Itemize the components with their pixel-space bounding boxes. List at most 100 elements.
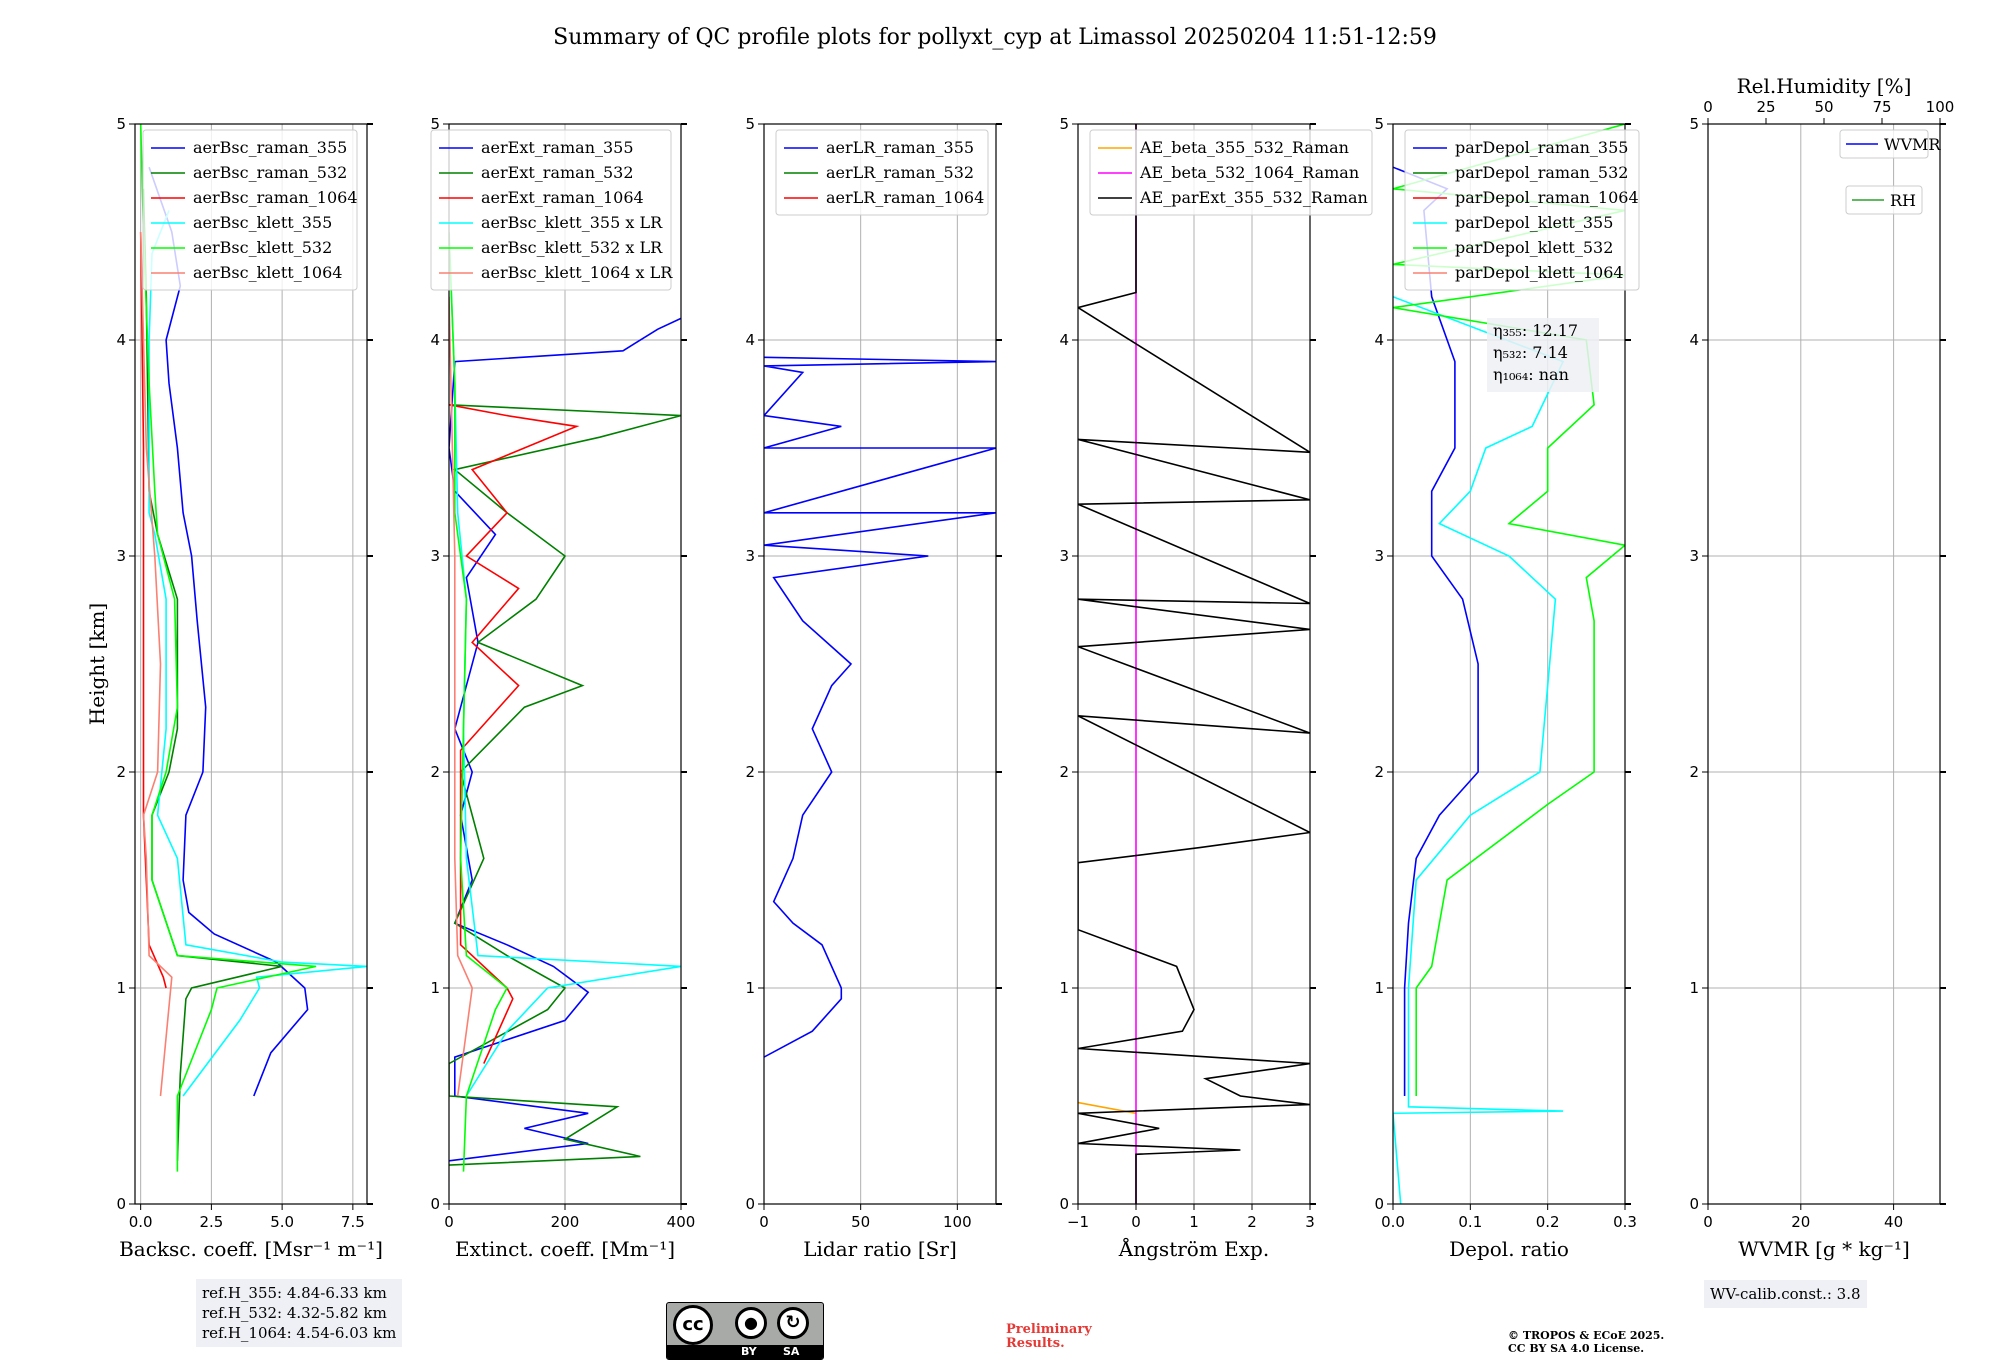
y-tick-label: 0 bbox=[745, 1195, 755, 1213]
eta-label: η₅₃₂: 7.14 bbox=[1493, 343, 1568, 362]
legend-label: aerBsc_klett_355 bbox=[193, 213, 332, 232]
legend-label: AE_beta_532_1064_Raman bbox=[1139, 163, 1359, 182]
cc-by-label: BY bbox=[741, 1345, 757, 1358]
x-tick-label: 0 bbox=[1131, 1213, 1141, 1231]
axes-frame bbox=[763, 123, 997, 1205]
y-tick-label: 2 bbox=[430, 763, 440, 781]
panel-extinction: 0 1 2 3 4 5 0 200 400 Extinct. coeff. [Mm⁻¹] aerEx… bbox=[430, 115, 695, 1261]
series-line-aerBsc_klett_1064 x LR bbox=[449, 296, 474, 1097]
legend-label: aerBsc_raman_355 bbox=[193, 138, 347, 157]
legend-label: aerExt_raman_1064 bbox=[481, 188, 644, 207]
legend-label: aerBsc_klett_1064 bbox=[193, 263, 342, 282]
y-tick-label: 4 bbox=[1059, 331, 1069, 349]
y-tick-label: 3 bbox=[1689, 547, 1699, 565]
cc-sa-label: SA bbox=[783, 1345, 800, 1358]
x-tick-label: 7.5 bbox=[341, 1213, 365, 1231]
legend-box bbox=[1839, 129, 1929, 159]
legend-label: parDepol_raman_355 bbox=[1455, 138, 1628, 157]
legend: aerLR_raman_355 aerLR_raman_532 aerLR_rama… bbox=[775, 129, 989, 216]
y-tick-label: 5 bbox=[116, 115, 126, 133]
legend-label: parDepol_klett_1064 bbox=[1455, 263, 1624, 282]
y-tick-label: 5 bbox=[745, 115, 755, 133]
y-tick-label: 3 bbox=[1059, 547, 1069, 565]
x-axis-label: Backsc. coeff. [Msr⁻¹ m⁻¹] bbox=[119, 1237, 383, 1261]
x-tick-label: 2 bbox=[1247, 1213, 1257, 1231]
series-line-aerBsc_raman_1064 bbox=[139, 231, 167, 989]
legend-label: aerLR_raman_532 bbox=[826, 163, 974, 182]
y-tick-label: 0 bbox=[1689, 1195, 1699, 1213]
legend-box bbox=[430, 129, 672, 291]
legend: parDepol_raman_355 parDepol_raman_532 parD… bbox=[1404, 129, 1640, 291]
y-tick-label: 0 bbox=[116, 1195, 126, 1213]
panel-depol: 0 1 2 3 4 5 0.0 0.1 0.2 0.3 Depol. ratio parDepol_r… bbox=[1374, 115, 1640, 1261]
sa-share-icon: ↻ bbox=[777, 1307, 809, 1339]
series-line-aerExt_raman_532 bbox=[449, 404, 681, 1166]
wv-calib-text: WV-calib.const.: 3.8 bbox=[1710, 1285, 1861, 1303]
legend-box bbox=[142, 129, 358, 291]
x-tick-label: 0 bbox=[759, 1213, 769, 1231]
series-line-aerBsc_raman_355 bbox=[148, 166, 309, 1097]
legend-label: aerBsc_klett_532 bbox=[193, 238, 332, 257]
y-tick-label: 4 bbox=[430, 331, 440, 349]
legend-label: AE_beta_355_532_Raman bbox=[1139, 138, 1349, 157]
series-line-aerBsc_klett_532 bbox=[139, 124, 317, 1172]
y-tick-label: 2 bbox=[1059, 763, 1069, 781]
legend-label: parDepol_klett_532 bbox=[1455, 238, 1613, 257]
y-tick-label: 1 bbox=[1059, 979, 1069, 997]
y-tick-label: 2 bbox=[1689, 763, 1699, 781]
x-axis-label: Ångström Exp. bbox=[1118, 1236, 1269, 1261]
y-tick-label: 4 bbox=[1374, 331, 1384, 349]
ref-height-1064: ref.H_1064: 4.54-6.03 km bbox=[202, 1324, 397, 1342]
legend: aerExt_raman_355 aerExt_raman_532 aerExt_r… bbox=[430, 129, 673, 291]
x-tick-label: 20 bbox=[1791, 1213, 1810, 1231]
preliminary-note: Preliminary Results. bbox=[1006, 1323, 1092, 1351]
legend-label: aerLR_raman_1064 bbox=[826, 188, 984, 207]
copyright-line-2: CC BY SA 4.0 License. bbox=[1508, 1342, 1645, 1355]
legend-label: parDepol_raman_1064 bbox=[1455, 188, 1639, 207]
x-axis-label: Lidar ratio [Sr] bbox=[803, 1237, 957, 1261]
y-tick-label: 5 bbox=[1689, 115, 1699, 133]
x-tick-label: 400 bbox=[667, 1213, 696, 1231]
preliminary-line-1: Preliminary bbox=[1006, 1322, 1092, 1337]
series-line-aerBsc_klett_355 x LR bbox=[449, 231, 681, 1097]
x-tick-label: 50 bbox=[851, 1213, 870, 1231]
x-tick-label: 0 bbox=[444, 1213, 454, 1231]
y-tick-label: 1 bbox=[116, 979, 126, 997]
legend-label: parDepol_raman_532 bbox=[1455, 163, 1628, 182]
top-x-tick-label: 0 bbox=[1703, 98, 1713, 116]
ref-heights-box: ref.H_355: 4.84-6.33 km ref.H_532: 4.32-… bbox=[196, 1279, 403, 1347]
legend: aerBsc_raman_355 aerBsc_raman_532 aerBsc_r… bbox=[142, 129, 358, 291]
copyright-note: © TROPOS & ECoE 2025. CC BY SA 4.0 Licen… bbox=[1508, 1329, 1664, 1355]
x-tick-label: 40 bbox=[1884, 1213, 1903, 1231]
x-tick-label: 0.2 bbox=[1536, 1213, 1560, 1231]
legend-label: aerExt_raman_355 bbox=[481, 138, 634, 157]
x-tick-label: 0.0 bbox=[1381, 1213, 1405, 1231]
eta-label: η₃₅₅: 12.17 bbox=[1493, 321, 1578, 340]
x-tick-label: 100 bbox=[943, 1213, 972, 1231]
legend-label: aerBsc_klett_532 x LR bbox=[481, 238, 663, 257]
y-tick-label: 5 bbox=[1059, 115, 1069, 133]
legend-label: aerBsc_raman_1064 bbox=[193, 188, 358, 207]
legend-label: RH bbox=[1890, 191, 1916, 210]
panel-backscatter: 0 1 2 3 4 5 0.0 2.5 5.0 7.5 Backsc. coeff. [Msr⁻¹ … bbox=[85, 115, 383, 1261]
y-tick-label: 2 bbox=[1374, 763, 1384, 781]
y-tick-label: 5 bbox=[430, 115, 440, 133]
x-tick-label: 2.5 bbox=[199, 1213, 223, 1231]
cc-license-badge: cc ● ↻ BY SA bbox=[666, 1302, 824, 1360]
x-axis-label: Extinct. coeff. [Mm⁻¹] bbox=[455, 1237, 675, 1261]
y-axis-label: Height [km] bbox=[85, 603, 109, 725]
legend-label: aerLR_raman_355 bbox=[826, 138, 974, 157]
series-line-aerLR_raman_355 bbox=[764, 356, 996, 1058]
series-line-aerBsc_raman_532 bbox=[142, 188, 283, 1161]
y-tick-label: 1 bbox=[430, 979, 440, 997]
figure-title: Summary of QC profile plots for pollyxt_… bbox=[553, 25, 1437, 50]
y-tick-label: 1 bbox=[1689, 979, 1699, 997]
legend-label: aerBsc_raman_532 bbox=[193, 163, 347, 182]
eta-box bbox=[1487, 318, 1599, 392]
axes-frame bbox=[1707, 123, 1941, 1205]
axes-frame bbox=[134, 123, 368, 1205]
legend-box bbox=[1089, 129, 1373, 216]
cc-badge-bar: BY SA bbox=[667, 1345, 823, 1359]
